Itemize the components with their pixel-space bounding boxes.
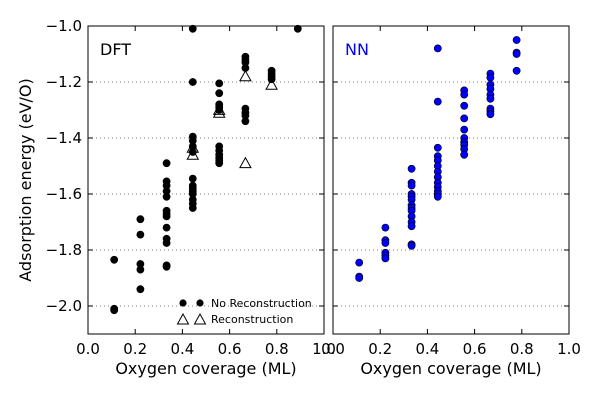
ticks-dft: −2.0 −1.8 −1.6 −1.4 −1.2 −1.0 0.0 0.2 0.4 0.6 0.8 1… [46,17,336,358]
data-point [355,258,364,267]
data-point [188,174,197,183]
data-point [162,262,171,271]
data-point [293,24,302,33]
data-point [136,265,145,274]
y-tick-label: −1.8 [46,241,82,259]
y-tick-label: −1.2 [46,73,82,91]
data-point [188,78,197,86]
data-point-triangle [212,106,226,118]
data-point [381,239,390,247]
data-point [162,192,171,201]
x-tick-label: 0.6 [218,340,242,358]
data-point [486,73,495,82]
data-point [407,181,416,190]
data-point [433,143,442,152]
x-tick-label: 0.0 [76,340,100,358]
data-point-triangle [239,69,252,82]
data-point [486,110,495,119]
y-tick-label: −1.0 [46,17,82,35]
data-point [460,150,469,159]
data-point [136,215,145,224]
x-tick-label: 0.4 [170,340,194,358]
data-point [136,285,145,294]
legend-marker-reconstruction-1 [176,312,190,325]
x-tick-label: 0.2 [368,340,392,358]
x-tick-label: 0.4 [415,340,439,358]
x-axis-label-nn: Oxygen coverage (ML) [360,359,541,378]
legend: No Reconstruction Reconstruction [176,297,312,326]
x-axis-label-dft: Oxygen coverage (ML) [115,359,296,378]
data-points-nn [355,36,521,282]
legend-marker-no-reconstruction-1 [179,299,187,307]
data-point [381,254,390,263]
x-tick-label: 0.0 [321,340,345,358]
data-point [355,274,364,282]
data-point [407,164,416,173]
x-tick-label: 0.8 [510,340,534,358]
plot-frame-dft [87,25,325,335]
data-point [433,192,442,201]
data-point [110,306,119,315]
x-tick-label: 0.6 [463,340,487,358]
data-point [512,50,521,58]
data-point-triangle [186,141,200,153]
data-point-triangle [239,156,252,169]
data-point [433,44,442,53]
y-tick-label: −1.6 [46,185,82,203]
data-point [188,24,197,33]
legend-marker-reconstruction-2 [193,312,207,325]
data-point [460,90,469,99]
data-point [215,159,224,168]
ticks-nn: 0.0 0.2 0.4 0.6 0.8 1.0 [321,25,581,358]
y-axis-label: Adsorption energy (eV/O) [16,78,35,282]
panel-label-nn: NN [345,40,369,59]
plot-frame-nn [332,25,570,335]
data-point [136,230,145,239]
data-points-dft [110,24,302,315]
data-point [407,222,416,231]
data-point [381,223,390,232]
data-point [460,101,469,110]
data-point [407,241,416,250]
y-tick-label: −2.0 [46,297,82,315]
data-point [486,94,495,103]
legend-marker-no-reconstruction-2 [196,299,204,307]
data-point-triangle [186,148,200,160]
data-point [241,117,250,126]
data-point [460,125,469,134]
data-point [110,255,119,264]
y-tick-label: −1.4 [46,129,82,147]
data-point [460,114,469,123]
data-point-triangle [265,78,278,90]
data-point [433,97,442,106]
data-point-triangle [212,103,226,115]
panel-label-dft: DFT [100,40,131,59]
x-tick-label: 0.8 [265,340,289,358]
data-point [162,239,171,247]
data-point [162,212,171,221]
panel-nn: 0.0 0.2 0.4 0.6 0.8 1.0 NN Oxygen coverage (M… [321,25,581,378]
x-tick-label: 0.2 [123,340,147,358]
x-tick-label: 1.0 [557,340,581,358]
legend-label-reconstruction: Reconstruction [211,313,293,326]
data-point [162,223,171,232]
x-tick-label: 1.0 [312,340,336,358]
plot-area-dft [88,26,324,334]
data-point [512,36,521,44]
data-point [162,159,171,168]
data-point [215,89,224,98]
data-point [512,66,521,75]
data-point [215,79,224,88]
legend-label-no-reconstruction: No Reconstruction [211,297,312,310]
plot-area-nn [333,26,569,334]
data-point [188,204,197,212]
panel-dft: −2.0 −1.8 −1.6 −1.4 −1.2 −1.0 0.0 0.2 0.4 0.6 0.8 1… [16,17,336,378]
